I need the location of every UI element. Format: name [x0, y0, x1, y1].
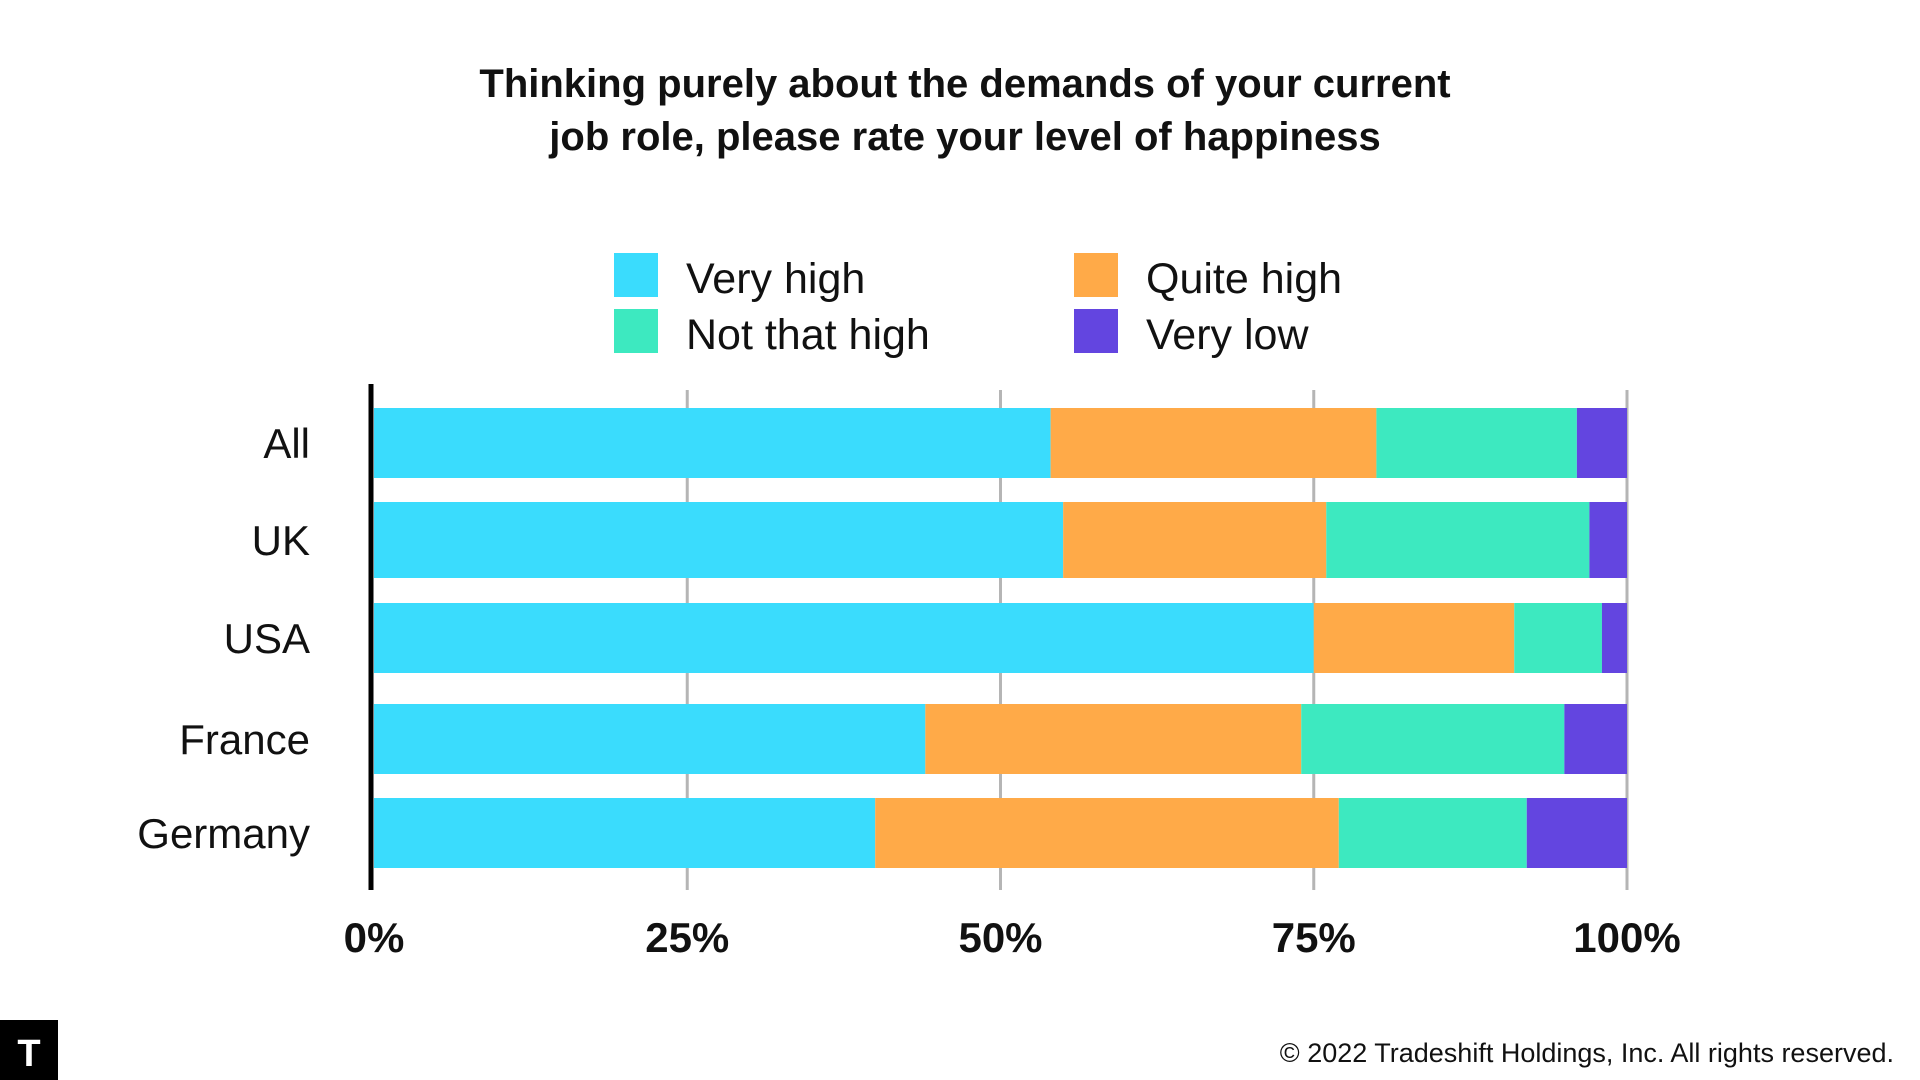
legend-swatch-very-low — [1074, 309, 1118, 353]
bar-germany-not-that-high — [1338, 798, 1527, 868]
category-labels: All UK USA France Germany — [137, 420, 310, 857]
bar-all-quite-high — [1050, 408, 1377, 478]
legend-swatch-not-that-high — [614, 309, 658, 353]
bar-uk-not-that-high — [1326, 502, 1590, 578]
bars — [374, 408, 1627, 868]
bar-usa-very-low — [1601, 603, 1627, 673]
x-tick-label-2: 50% — [958, 914, 1042, 961]
category-label-usa: USA — [224, 615, 310, 662]
x-tick-label-4: 100% — [1573, 914, 1680, 961]
x-tick-label-0: 0% — [344, 914, 405, 961]
bar-all-very-low — [1576, 408, 1627, 478]
legend-label-very-high: Very high — [686, 255, 865, 303]
chart-title: Thinking purely about the demands of you… — [479, 62, 1450, 159]
logo-badge — [0, 1020, 58, 1080]
bar-all-not-that-high — [1376, 408, 1577, 478]
chart-title-line-2: job role, please rate your level of happ… — [548, 115, 1380, 159]
category-label-all: All — [263, 420, 310, 467]
bar-uk-quite-high — [1063, 502, 1327, 578]
logo-letter: T — [17, 1033, 40, 1075]
bar-france-quite-high — [925, 704, 1302, 774]
bar-uk-very-high — [374, 502, 1064, 578]
bar-usa-not-that-high — [1514, 603, 1602, 673]
bar-uk-very-low — [1589, 502, 1627, 578]
bar-france-not-that-high — [1301, 704, 1565, 774]
category-label-france: France — [179, 716, 310, 763]
copyright-text: © 2022 Tradeshift Holdings, Inc. All rig… — [1280, 1038, 1894, 1068]
bar-france-very-high — [374, 704, 926, 774]
bar-germany-very-low — [1526, 798, 1627, 868]
bar-germany-quite-high — [875, 798, 1339, 868]
bar-france-very-low — [1564, 704, 1627, 774]
legend-label-not-that-high: Not that high — [686, 311, 930, 359]
legend-swatch-very-high — [614, 253, 658, 297]
bar-all-very-high — [374, 408, 1051, 478]
chart-title-line-1: Thinking purely about the demands of you… — [479, 62, 1450, 106]
legend-label-very-low: Very low — [1146, 311, 1309, 359]
bar-usa-quite-high — [1313, 603, 1515, 673]
legend-label-quite-high: Quite high — [1146, 255, 1342, 303]
x-tick-labels: 0% 25% 50% 75% 100% — [344, 914, 1681, 961]
bar-usa-very-high — [374, 603, 1314, 673]
bar-germany-very-high — [374, 798, 876, 868]
footer: T © 2022 Tradeshift Holdings, Inc. All r… — [0, 1020, 1894, 1080]
x-tick-label-1: 25% — [645, 914, 729, 961]
category-label-uk: UK — [252, 517, 310, 564]
legend: Very high Quite high Not that high Very low — [614, 253, 1342, 359]
category-label-germany: Germany — [137, 810, 310, 857]
legend-swatch-quite-high — [1074, 253, 1118, 297]
x-tick-label-3: 75% — [1272, 914, 1356, 961]
